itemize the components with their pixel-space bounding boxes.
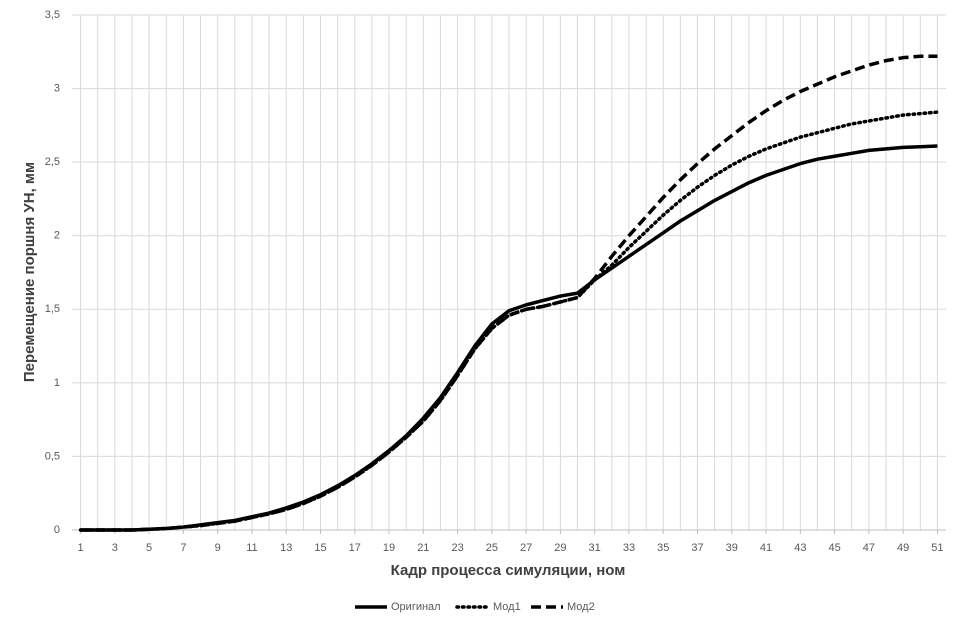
x-tick-label: 3 bbox=[112, 542, 118, 554]
y-tick-label: 1 bbox=[54, 377, 60, 389]
y-tick-label: 3 bbox=[54, 82, 60, 94]
x-tick-label: 33 bbox=[623, 542, 635, 554]
legend-label: Мод2 bbox=[567, 601, 595, 613]
legend-label: Мод1 bbox=[493, 601, 521, 613]
x-tick-label: 35 bbox=[657, 542, 669, 554]
x-tick-label: 11 bbox=[246, 542, 257, 554]
y-axis-title: Перемещение поршня УН, мм bbox=[21, 162, 38, 382]
y-tick-label: 1,5 bbox=[45, 303, 60, 315]
y-tick-label: 0,5 bbox=[45, 450, 60, 462]
x-tick-label: 39 bbox=[726, 542, 738, 554]
x-tick-label: 37 bbox=[691, 542, 703, 554]
x-tick-label: 29 bbox=[554, 542, 566, 554]
x-tick-label: 43 bbox=[794, 542, 806, 554]
x-tick-label: 49 bbox=[897, 542, 909, 554]
x-axis-title: Кадр процесса симуляции, ном bbox=[391, 562, 626, 579]
x-tick-label: 21 bbox=[417, 542, 429, 554]
x-tick-label: 25 bbox=[486, 542, 498, 554]
x-tick-label: 31 bbox=[589, 542, 601, 554]
x-tick-label: 5 bbox=[146, 542, 152, 554]
x-tick-label: 23 bbox=[451, 542, 463, 554]
x-tick-label: 45 bbox=[828, 542, 840, 554]
x-tick-label: 17 bbox=[349, 542, 361, 554]
series-line bbox=[80, 54, 938, 532]
x-tick-label: 47 bbox=[863, 542, 875, 554]
y-tick-label: 2 bbox=[54, 230, 60, 242]
x-tick-label: 7 bbox=[180, 542, 186, 554]
x-tick-label: 51 bbox=[931, 542, 943, 554]
x-tick-label: 15 bbox=[314, 542, 326, 554]
x-tick-label: 19 bbox=[383, 542, 395, 554]
y-tick-label: 0 bbox=[54, 524, 60, 536]
x-tick-label: 41 bbox=[760, 542, 772, 554]
x-tick-label: 27 bbox=[520, 542, 532, 554]
y-tick-label: 2,5 bbox=[45, 156, 60, 168]
legend-label: Оригинал bbox=[391, 601, 441, 613]
x-tick-label: 1 bbox=[78, 542, 84, 554]
x-tick-label: 9 bbox=[215, 542, 221, 554]
y-tick-label: 3,5 bbox=[45, 9, 60, 21]
x-tick-label: 13 bbox=[280, 542, 292, 554]
